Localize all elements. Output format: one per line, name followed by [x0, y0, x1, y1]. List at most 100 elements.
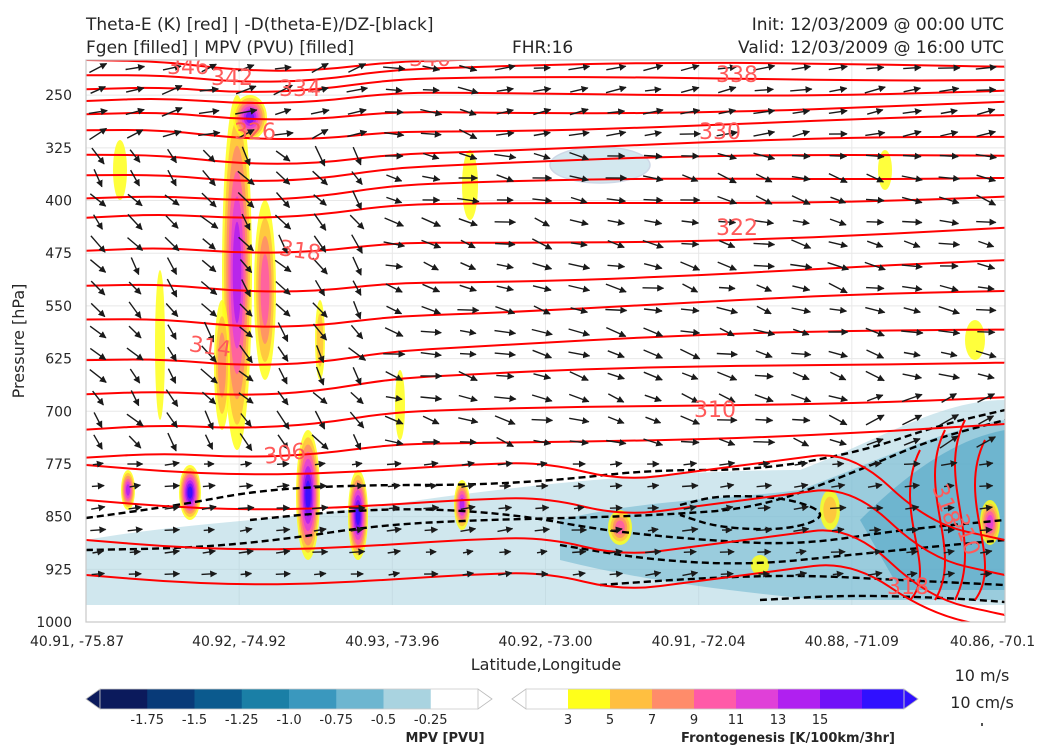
wind-vector	[202, 238, 216, 250]
wind-vector	[792, 328, 810, 336]
wind-vector	[647, 482, 660, 490]
wind-vector	[312, 302, 328, 318]
wind-vector	[314, 279, 326, 297]
frontogenesis-colorbar-tick-label: 11	[728, 713, 745, 728]
frontogenesis-shading	[965, 320, 985, 360]
wind-vector	[126, 129, 144, 139]
wind-vector	[238, 392, 254, 404]
wind-vector	[314, 570, 327, 578]
x-axis: 40.91, -75.87 40.92, -74.92 40.93, -73.96 4…	[30, 634, 1035, 650]
theta-e-contour	[86, 89, 1005, 104]
wind-vector	[237, 128, 255, 140]
y-tick-label: 550	[45, 299, 72, 315]
y-tick-label: 1000	[36, 615, 72, 631]
wind-vector	[903, 240, 921, 249]
wind-vector	[161, 84, 183, 96]
wind-vector	[496, 436, 515, 448]
wind-vector	[829, 152, 848, 160]
wind-vector	[978, 240, 995, 248]
wind-vector	[902, 129, 922, 138]
y-tick-label: 850	[45, 510, 72, 526]
wind-vector	[792, 285, 811, 293]
wind-vector	[422, 283, 441, 293]
wind-vector	[386, 526, 402, 534]
theta-e-contour	[86, 454, 1005, 542]
wind-vector	[457, 306, 480, 314]
wind-vector	[828, 172, 848, 184]
wind-vector	[643, 371, 663, 381]
wind-vector	[607, 108, 626, 116]
wind-vector	[569, 151, 590, 161]
wind-vector	[938, 174, 961, 182]
wind-vector	[348, 63, 367, 73]
y-tick-label: 700	[45, 404, 72, 420]
wind-vector	[164, 194, 180, 206]
wind-vector	[609, 570, 624, 578]
wind-vector	[129, 368, 141, 384]
wind-vector	[167, 169, 177, 187]
wind-vector	[979, 504, 993, 512]
wind-vector	[422, 65, 441, 72]
wind-vector	[605, 85, 627, 94]
wind-vector	[237, 63, 255, 72]
wind-vector	[315, 366, 325, 386]
wind-vector	[753, 438, 776, 446]
mpv-colorbar-swatch	[383, 689, 432, 709]
wind-vector	[89, 193, 107, 207]
wind-vector	[756, 482, 773, 490]
wind-vector	[606, 63, 627, 71]
wind-vector	[201, 504, 217, 512]
frontogenesis-colorbar-tick-label: 5	[606, 713, 614, 728]
wind-vector	[717, 64, 737, 72]
wind-vector	[644, 130, 662, 138]
theta-e-label: 338	[716, 63, 758, 88]
wind-vector	[531, 328, 553, 337]
wind-vector	[91, 147, 105, 165]
wind-vector	[383, 241, 406, 249]
wind-vector	[940, 460, 958, 468]
theta-e-label: 318	[887, 575, 929, 600]
y-tick-label: 775	[45, 457, 72, 473]
wind-vectors	[88, 62, 997, 578]
stability-contour	[559, 538, 1005, 565]
wind-vector	[425, 482, 438, 490]
wind-vector	[718, 393, 736, 403]
wind-vector	[905, 504, 920, 512]
wind-vector	[642, 239, 664, 249]
wind-vector	[717, 371, 738, 381]
wind-vector	[90, 235, 106, 253]
wind-vector	[939, 152, 959, 160]
wind-vector	[313, 526, 327, 534]
wind-vector	[941, 392, 958, 404]
wind-vector	[569, 175, 590, 183]
wind-vector	[901, 393, 923, 403]
wind-vector	[93, 214, 103, 230]
wind-vector	[792, 416, 811, 424]
wind-vector	[275, 150, 291, 162]
wind-vector	[423, 504, 440, 512]
wind-vector	[533, 107, 552, 116]
wind-vector	[753, 262, 775, 270]
theta-e-label: 306	[262, 439, 307, 470]
wind-vector	[314, 145, 326, 167]
wind-vector	[682, 482, 699, 490]
wind-vector	[275, 570, 291, 578]
wind-vector	[866, 173, 885, 183]
frontogenesis-shading	[305, 480, 311, 510]
wind-vector	[129, 149, 141, 163]
frontogenesis-colorbar-tick-label: 15	[812, 713, 829, 728]
wind-vector	[938, 329, 961, 337]
wind-vector	[531, 394, 553, 403]
wind-vector	[92, 548, 105, 556]
wind-vector	[717, 195, 738, 205]
wind-vector	[868, 460, 882, 468]
mpv-colorbar-tick-label: -1.75	[130, 713, 164, 728]
wind-vector	[719, 438, 736, 446]
wind-vector	[126, 413, 144, 427]
wind-vector	[681, 218, 700, 226]
wind-vector	[167, 432, 177, 452]
wind-vector	[793, 526, 810, 534]
wind-vector	[865, 196, 885, 204]
wind-vector	[312, 323, 328, 341]
wind-vector	[791, 307, 812, 315]
